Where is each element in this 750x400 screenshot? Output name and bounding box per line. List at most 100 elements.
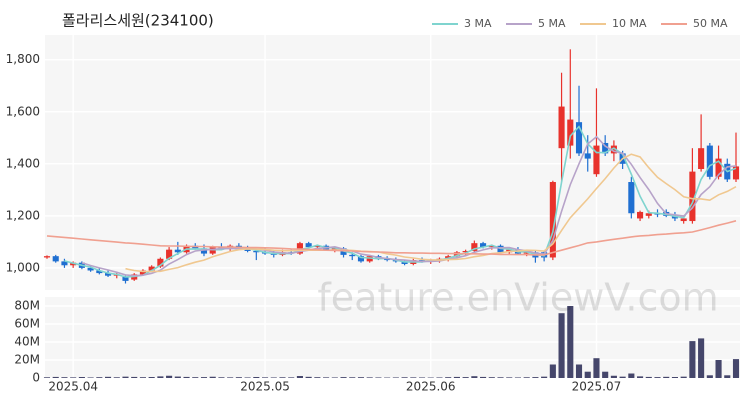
volume-bar: [549, 364, 556, 378]
volume-bar: [331, 377, 338, 378]
volume-tick-label: 60M: [14, 317, 40, 331]
volume-bar: [70, 377, 77, 378]
candle-body: [349, 254, 356, 257]
volume-bar: [401, 377, 408, 378]
x-tick-label: 2025.05: [240, 380, 290, 394]
volume-bar: [279, 377, 286, 378]
volume-bar: [680, 376, 687, 378]
candle-body: [331, 248, 338, 250]
volume-bar: [288, 377, 295, 378]
volume-bar: [558, 313, 565, 378]
y-tick-label: 1,200: [6, 208, 40, 222]
volume-bar: [645, 376, 652, 378]
volume-tick-label: 0: [32, 371, 40, 385]
volume-bar: [410, 377, 417, 378]
candle-body: [698, 148, 705, 170]
volume-bar: [183, 376, 190, 378]
candle-body: [471, 243, 478, 251]
watermark: feature.enViewV.com: [317, 276, 718, 320]
volume-bar: [323, 377, 330, 378]
volume-bar: [96, 377, 103, 378]
candle-body: [637, 211, 644, 219]
volume-bar: [209, 376, 216, 378]
volume-bar: [131, 376, 138, 378]
volume-bar: [104, 376, 112, 378]
volume-bar: [593, 358, 600, 378]
volume-bar: [244, 377, 251, 378]
volume-bar: [514, 377, 522, 378]
volume-bar: [305, 376, 312, 378]
volume-bar: [715, 360, 722, 378]
candle-body: [689, 171, 696, 222]
candle-body: [680, 218, 687, 222]
legend-label: 3 MA: [464, 17, 492, 30]
candle-body: [43, 256, 51, 258]
candle-body: [253, 250, 260, 253]
volume-bar: [253, 377, 260, 378]
candle-body: [575, 122, 583, 154]
y-tick-label: 1,000: [6, 260, 40, 274]
legend-label: 50 MA: [693, 17, 728, 30]
candle-body: [567, 119, 574, 146]
volume-bar: [148, 377, 155, 378]
candle-body: [593, 145, 600, 175]
volume-tick-label: 80M: [14, 299, 40, 313]
volume-bar: [87, 377, 94, 378]
x-tick-label: 2025.07: [572, 380, 622, 394]
legend-label: 5 MA: [538, 17, 566, 30]
ma-line: [46, 220, 737, 256]
candle-body: [715, 158, 722, 177]
volume-bar: [314, 377, 321, 378]
ma-line: [125, 153, 737, 273]
candle-body: [52, 256, 59, 262]
volume-bar: [174, 376, 181, 378]
candle-body: [610, 145, 617, 154]
volume-bar: [270, 377, 277, 378]
volume-bar: [488, 377, 495, 378]
candle-body: [384, 258, 391, 261]
volume-bar: [43, 377, 51, 378]
volume-bar: [628, 373, 635, 378]
candle-body: [139, 270, 146, 275]
volume-bar: [532, 377, 539, 378]
volume-bar: [654, 377, 661, 378]
volume-bar: [698, 338, 705, 378]
volume-bar: [200, 377, 208, 378]
volume-bar: [506, 377, 513, 378]
candle-body: [488, 245, 495, 248]
volume-bar: [78, 377, 85, 378]
volume-bar: [567, 306, 574, 378]
volume-bar: [610, 375, 617, 378]
volume-bar: [471, 376, 478, 378]
candle-body: [87, 267, 94, 271]
y-tick-label: 1,600: [6, 104, 40, 118]
volume-bar: [418, 377, 426, 378]
candle-body: [200, 248, 208, 254]
volume-bar: [61, 377, 68, 378]
volume-bar: [157, 376, 164, 378]
candle-body: [645, 213, 652, 216]
volume-bar: [166, 375, 173, 378]
candle-body: [174, 249, 181, 253]
y-tick-label: 1,400: [6, 156, 40, 170]
candle-body: [157, 258, 164, 267]
candle-body: [96, 270, 103, 274]
volume-bar: [602, 371, 609, 378]
candle-body: [357, 256, 365, 262]
volume-tick-label: 40M: [14, 335, 40, 349]
candle-body: [314, 245, 321, 248]
volume-bar: [462, 377, 469, 378]
volume-bar: [340, 377, 347, 378]
volume-bar: [227, 377, 234, 378]
ma-line: [81, 135, 737, 277]
price-panel: [45, 35, 740, 290]
volume-bar: [663, 376, 670, 378]
candle-body: [602, 142, 609, 154]
x-tick-label: 2025.04: [48, 380, 98, 394]
candle-body: [480, 243, 487, 248]
volume-bar: [375, 377, 382, 378]
volume-bar: [637, 376, 644, 378]
volume-bar: [357, 377, 365, 378]
volume-bar: [575, 364, 583, 378]
